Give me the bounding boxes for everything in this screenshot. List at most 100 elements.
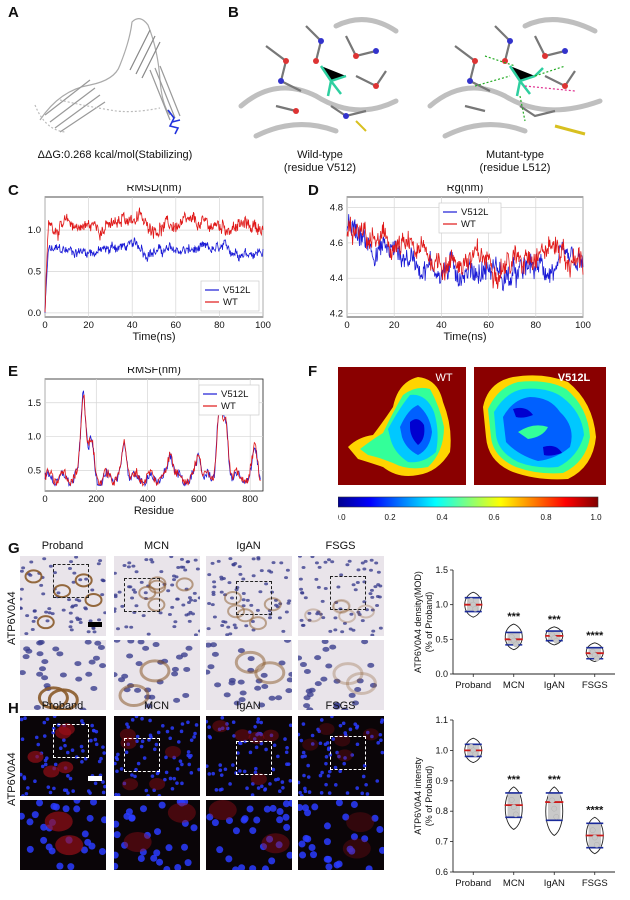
nucleus — [79, 744, 84, 749]
nucleus — [21, 566, 26, 570]
nucleus — [172, 578, 177, 582]
nucleus — [36, 742, 41, 747]
tubule — [122, 778, 139, 791]
ihc-micrograph-igan-zoom — [206, 640, 292, 710]
nucleus — [116, 793, 121, 796]
y-tick-label: 0.6 — [435, 867, 448, 877]
nucleus — [238, 697, 246, 703]
nucleus — [152, 747, 157, 752]
nucleus — [22, 654, 30, 660]
nucleus — [319, 791, 324, 795]
nucleus — [92, 630, 97, 634]
nucleus — [135, 734, 140, 739]
y-tick-label: 1.1 — [435, 715, 448, 725]
tubule — [138, 585, 157, 600]
nucleus — [179, 557, 184, 561]
nucleus — [134, 767, 138, 772]
nucleus — [172, 625, 177, 629]
nucleus — [370, 595, 375, 599]
nucleus — [207, 602, 212, 606]
x-tick-label: 800 — [242, 494, 258, 505]
nucleus — [84, 640, 92, 645]
nucleus — [220, 624, 225, 628]
nucleus — [140, 716, 144, 721]
nucleus — [174, 864, 182, 870]
nucleus — [336, 585, 341, 589]
nucleus — [190, 612, 195, 616]
nucleus — [52, 716, 57, 719]
nucleus — [285, 568, 290, 572]
nucleus — [375, 779, 380, 783]
mutant-type-caption: Mutant-type (residue L512) — [445, 149, 585, 175]
nucleus — [153, 849, 161, 857]
nucleus — [176, 565, 181, 569]
nucleus — [70, 748, 75, 753]
nucleus — [31, 619, 36, 623]
nucleus — [129, 625, 134, 629]
nucleus — [231, 562, 236, 566]
nucleus — [378, 626, 383, 630]
nucleus — [264, 582, 269, 586]
legend-box — [198, 384, 260, 416]
nucleus — [363, 559, 368, 563]
nucleus — [317, 565, 322, 569]
nucleus — [247, 656, 255, 662]
ihc-micrograph-texture — [206, 640, 292, 708]
nucleus — [303, 703, 311, 709]
data-point — [472, 751, 479, 757]
wild-type-caption-line1: Wild-type — [297, 149, 343, 161]
nucleus — [323, 586, 328, 590]
nucleus — [131, 564, 136, 568]
g-col-mcn: MCN — [143, 540, 170, 552]
nucleus — [133, 774, 137, 779]
nucleus — [133, 590, 138, 594]
nucleus — [139, 848, 147, 856]
nucleus — [318, 612, 323, 616]
nucleus — [165, 729, 170, 734]
nucleus — [114, 862, 119, 870]
nucleus — [361, 835, 369, 843]
nucleus — [159, 570, 164, 574]
nucleus — [207, 772, 212, 776]
nucleus — [134, 570, 139, 574]
nucleus — [230, 596, 235, 600]
nucleus — [300, 623, 305, 627]
nucleus — [193, 599, 198, 603]
nucleus — [333, 628, 338, 632]
nucleus — [303, 786, 307, 791]
y-tick-label: 1.5 — [28, 398, 41, 409]
nucleus — [225, 722, 229, 726]
nucleus — [175, 597, 180, 601]
tubule — [84, 592, 103, 607]
nucleus — [26, 845, 34, 853]
nucleus — [308, 687, 316, 693]
scale-bar — [88, 622, 102, 627]
nucleus — [154, 742, 159, 747]
nucleus — [23, 646, 31, 652]
x-axis-label: Time(ns) — [444, 331, 487, 343]
nucleus — [90, 588, 95, 592]
nucleus — [68, 566, 73, 570]
nucleus — [241, 598, 246, 602]
tubule — [248, 616, 267, 631]
nucleus — [351, 700, 359, 706]
nucleus — [210, 561, 215, 565]
nucleus — [89, 738, 93, 743]
nucleus — [268, 782, 272, 786]
tubule — [362, 728, 379, 741]
nucleus — [253, 725, 257, 729]
nucleus — [47, 607, 52, 611]
nucleus — [180, 722, 185, 726]
nucleus — [78, 578, 83, 582]
protein-structure-image — [34, 18, 181, 135]
y-tick-label: 0.5 — [28, 466, 41, 477]
nucleus — [364, 782, 368, 787]
nucleus — [118, 677, 126, 683]
nucleus — [189, 598, 194, 602]
nucleus — [272, 743, 277, 748]
significance-stars: **** — [586, 804, 604, 816]
nucleus — [75, 676, 83, 682]
nucleus — [46, 785, 51, 789]
significance-stars: *** — [548, 614, 562, 626]
nucleus — [303, 789, 308, 794]
